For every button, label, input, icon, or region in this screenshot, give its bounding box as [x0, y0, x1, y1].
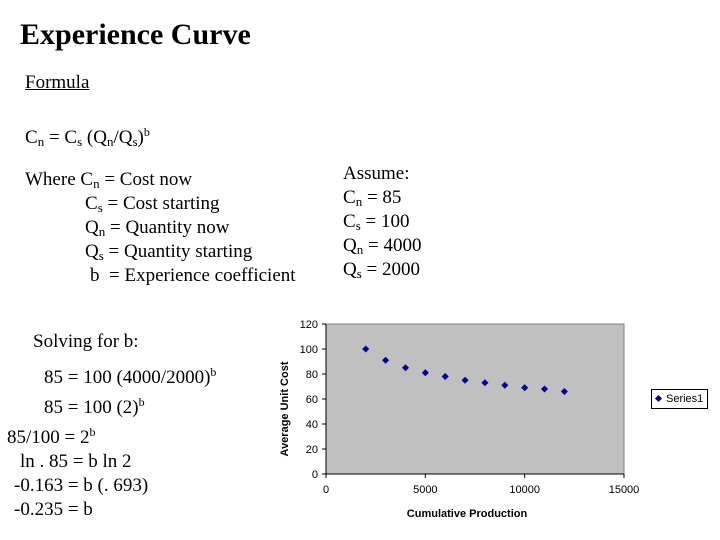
x-tick-label: 10000 [509, 484, 540, 496]
y-tick-label: 100 [300, 344, 318, 356]
y-tick-label: 20 [306, 444, 318, 456]
y-tick-label: 60 [306, 394, 318, 406]
solving-step-3: 85/100 = 2b [7, 425, 96, 448]
solving-step-6: -0.235 = b [14, 499, 93, 520]
x-tick-label: 5000 [413, 484, 437, 496]
legend-series-label: Series1 [666, 393, 704, 405]
data-point [501, 381, 509, 389]
formula-label: Formula [25, 72, 90, 93]
y-tick-label: 120 [300, 319, 318, 331]
y-tick-label: 80 [306, 369, 318, 381]
data-point [521, 384, 529, 392]
plot-area [325, 323, 625, 475]
definition-cn: Where Cn = Cost now [25, 169, 193, 191]
definition-cs: Cs = Cost starting [85, 193, 220, 215]
legend-marker [654, 394, 663, 403]
x-tick-label: 0 [323, 484, 329, 496]
data-point [461, 376, 469, 384]
assume-qs: Qs = 2000 [343, 259, 421, 281]
chart-legend: Series1 [651, 389, 708, 409]
page-title: Experience Curve [20, 18, 251, 51]
solving-heading: Solving for b: [33, 331, 139, 352]
y-tick-label: 40 [306, 419, 318, 431]
definition-qs: Qs = Quantity starting [85, 241, 253, 263]
assume-cn: Cn = 85 [343, 187, 402, 209]
definition-qn: Qn = Quantity now [85, 217, 230, 239]
definition-b: b = Experience coefficient [90, 265, 296, 286]
solving-step-5: -0.163 = b (. 693) [14, 475, 149, 496]
formula-line: Cn = Cs (Qn/Qs)b [25, 125, 150, 149]
assume-heading: Assume: [343, 163, 410, 184]
solving-step-1: 85 = 100 (4000/2000)b [44, 365, 217, 388]
solving-step-2: 85 = 100 (2)b [44, 395, 145, 418]
experience-curve-chart: 0 20 40 60 80 100 120 0 5000 10000 15000 Cumulative… [279, 319, 640, 520]
assume-cs: Cs = 100 [343, 211, 410, 233]
x-tick-label: 15000 [609, 484, 640, 496]
data-point [540, 385, 549, 393]
x-axis-label: Cumulative Production [407, 508, 528, 520]
y-tick-label: 0 [312, 469, 318, 481]
solving-step-4: ln . 85 = b ln 2 [20, 451, 132, 472]
y-axis-label: Average Unit Cost [279, 361, 291, 456]
data-point [382, 356, 390, 364]
data-point [362, 345, 370, 353]
assume-qn: Qn = 4000 [343, 235, 422, 257]
data-point [481, 379, 489, 387]
